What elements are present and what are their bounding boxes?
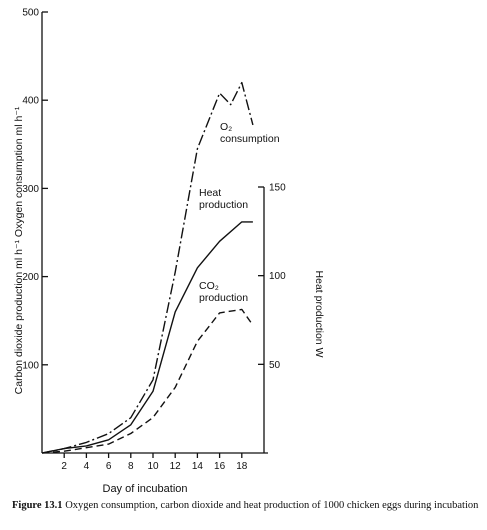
right-y-tick-label: 150 bbox=[269, 183, 286, 194]
series-lines bbox=[41, 81, 254, 454]
series-label: production bbox=[199, 199, 248, 211]
left-y-tick-label: 400 bbox=[22, 96, 39, 107]
line-chart: 2 4 6 8 10 12 14 16 18 100 200 300 400 500 50 100 150 Day… bbox=[13, 8, 325, 496]
x-tick-label: 2 bbox=[61, 461, 67, 472]
series-label: consumption bbox=[220, 133, 280, 145]
series-label: O₂ bbox=[220, 121, 232, 133]
figure-caption-label: Figure 13.1 bbox=[12, 500, 63, 511]
axes: 2 4 6 8 10 12 14 16 18 100 200 300 400 500 50 100 150 Day… bbox=[13, 8, 325, 496]
x-tick-label: 18 bbox=[236, 461, 248, 472]
right-y-tick-label: 100 bbox=[269, 271, 286, 282]
series-line-o-consumption bbox=[41, 81, 254, 454]
x-tick-label: 14 bbox=[192, 461, 204, 472]
x-tick-label: 8 bbox=[128, 461, 134, 472]
left-y-tick-label: 500 bbox=[22, 8, 39, 19]
left-y-tick-label: 300 bbox=[22, 184, 39, 195]
figure-caption: Figure 13.1 Oxygen consumption, carbon d… bbox=[12, 500, 480, 512]
left-y-tick-label: 100 bbox=[22, 360, 39, 371]
x-tick-label: 10 bbox=[147, 461, 159, 472]
x-tick-label: 4 bbox=[84, 461, 90, 472]
series-label: Heat bbox=[199, 187, 221, 199]
x-tick-label: 12 bbox=[170, 461, 182, 472]
series-line-co-production bbox=[41, 221, 253, 454]
figure-caption-text: Oxygen consumption, carbon dioxide and h… bbox=[65, 500, 479, 511]
series-line-heat-production bbox=[41, 308, 254, 454]
right-y-axis-title: Heat production W bbox=[313, 271, 325, 358]
x-tick-label: 16 bbox=[214, 461, 226, 472]
x-tick-label: 6 bbox=[106, 461, 112, 472]
series-label: production bbox=[199, 292, 248, 304]
series-label: CO₂ bbox=[199, 280, 219, 292]
right-y-tick-label: 50 bbox=[269, 360, 281, 371]
left-y-tick-label: 200 bbox=[22, 272, 39, 283]
x-axis-title: Day of incubation bbox=[103, 483, 188, 495]
left-y-axis-title: Carbon dioxide production ml h⁻¹ Oxygen … bbox=[13, 106, 25, 394]
